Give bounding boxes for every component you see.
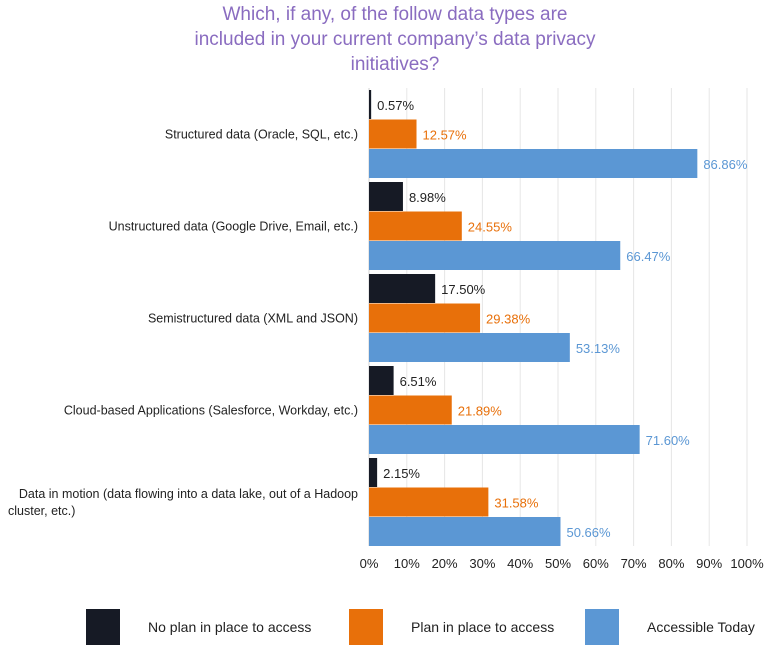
bar: [369, 487, 489, 517]
legend-swatch: [86, 609, 120, 645]
bar: [369, 366, 394, 395]
x-tick-label: 70%: [621, 556, 647, 571]
x-tick-label: 80%: [658, 556, 684, 571]
legend-label: No plan in place to access: [148, 619, 312, 635]
bar: [369, 149, 698, 178]
data-label: 50.66%: [566, 525, 611, 540]
legend-label: Plan in place to access: [411, 619, 555, 635]
bar: [369, 458, 378, 487]
data-label: 21.89%: [458, 403, 503, 418]
x-tick-label: 20%: [432, 556, 458, 571]
data-label: 66.47%: [626, 249, 671, 264]
bar: [369, 182, 403, 211]
bar: [369, 395, 452, 425]
bar: [369, 211, 462, 241]
x-tick-label: 10%: [394, 556, 420, 571]
category-label: cluster, etc.): [8, 504, 75, 518]
category-label: Structured data (Oracle, SQL, etc.): [165, 127, 358, 141]
bar: [369, 241, 621, 270]
legend-item-accessible: Accessible Today: [585, 609, 755, 645]
legend-label: Accessible Today: [647, 619, 755, 635]
legend-item-plan: Plan in place to access: [349, 609, 554, 645]
x-tick-label: 90%: [696, 556, 722, 571]
data-label: 2.15%: [383, 466, 420, 481]
bar: [369, 90, 372, 119]
legend-swatch: [585, 609, 619, 645]
data-label: 53.13%: [576, 341, 621, 356]
data-label: 6.51%: [400, 374, 437, 389]
category-label: Unstructured data (Google Drive, Email, …: [109, 219, 358, 233]
bar: [369, 303, 481, 333]
category-label: Semistructured data (XML and JSON): [148, 311, 358, 325]
bar: [369, 517, 561, 546]
data-label: 31.58%: [494, 495, 539, 510]
data-label: 8.98%: [409, 190, 446, 205]
data-label: 29.38%: [486, 311, 531, 326]
data-label: 71.60%: [646, 433, 691, 448]
category-label: Data in motion (data flowing into a data…: [19, 487, 358, 501]
legend-item-no-plan: No plan in place to access: [86, 609, 311, 645]
data-label: 24.55%: [468, 219, 513, 234]
bar: [369, 119, 417, 149]
data-label: 86.86%: [703, 157, 748, 172]
legend-swatch: [349, 609, 383, 645]
bar: [369, 425, 640, 454]
chart-title: Which, if any, of the follow data types …: [194, 4, 596, 75]
data-label: 0.57%: [377, 98, 414, 113]
bar: [369, 274, 436, 303]
category-label: Cloud-based Applications (Salesforce, Wo…: [64, 403, 358, 417]
data-label: 12.57%: [423, 127, 468, 142]
x-tick-label: 60%: [583, 556, 609, 571]
x-tick-label: 0%: [360, 556, 379, 571]
x-tick-label: 50%: [545, 556, 571, 571]
x-tick-label: 100%: [730, 556, 764, 571]
x-tick-label: 30%: [469, 556, 495, 571]
bar: [369, 333, 570, 362]
x-tick-label: 40%: [507, 556, 533, 571]
data-label: 17.50%: [441, 282, 486, 297]
